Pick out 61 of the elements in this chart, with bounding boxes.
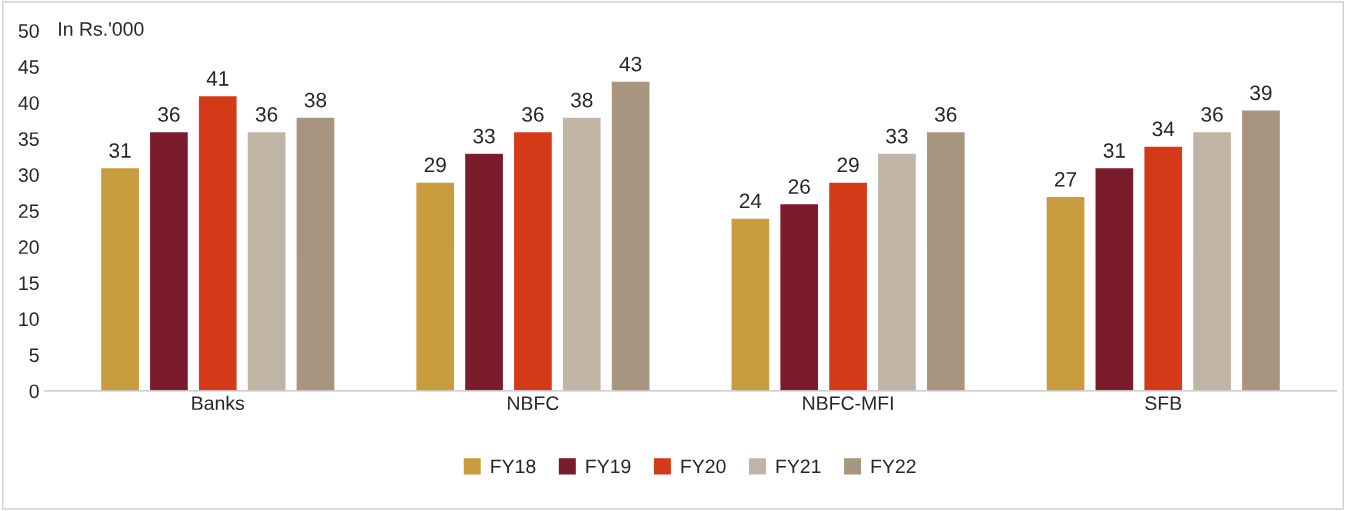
annotation: In Rs.'000: [59, 22, 144, 36]
bar: [610, 80, 651, 391]
y-tick-label: 30: [18, 168, 39, 182]
bar: [512, 130, 554, 391]
data-label: 27: [1055, 171, 1077, 187]
bar: [778, 202, 820, 391]
data-label: 34: [1152, 121, 1175, 137]
y-tick-label: 15: [19, 276, 39, 291]
data-label: 36: [522, 107, 544, 122]
y-tick-label: 40: [18, 96, 39, 110]
data-label: 33: [473, 128, 495, 144]
data-label: 38: [304, 92, 327, 108]
y-tick-label: 10: [19, 312, 39, 327]
legend-label: FY19: [586, 459, 631, 474]
bar: [463, 152, 505, 391]
y-tick-label: 0: [29, 384, 39, 399]
bar: [827, 181, 869, 391]
data-label: 33: [886, 128, 908, 144]
bar: [1094, 166, 1135, 391]
data-label: 29: [424, 157, 446, 173]
bar: [295, 116, 336, 391]
bar: [876, 152, 918, 391]
bar: [414, 181, 456, 391]
legend-label: FY20: [681, 459, 726, 474]
bar: [561, 116, 603, 391]
bar: [1045, 195, 1086, 391]
data-label: 39: [1250, 85, 1272, 101]
data-label: 26: [788, 179, 810, 194]
legend-label: FY21: [776, 459, 821, 474]
legend-label: FY18: [491, 459, 536, 474]
bar: [1143, 145, 1184, 391]
bar: [925, 130, 967, 391]
y-tick-label: 5: [29, 348, 39, 363]
y-tick-label: 20: [18, 240, 39, 255]
bar: [1240, 109, 1282, 391]
data-label: 36: [1201, 107, 1223, 122]
data-label: 38: [570, 92, 593, 108]
bar: [246, 130, 287, 391]
bar: [1191, 130, 1233, 391]
data-label: 43: [619, 56, 642, 72]
data-label: 36: [158, 107, 180, 122]
data-label: 36: [255, 107, 278, 122]
bar: [197, 94, 238, 391]
data-label: 31: [1103, 143, 1125, 158]
data-label: 31: [109, 143, 131, 158]
legend-label: FY22: [871, 459, 916, 474]
x-tick-label: NBFC-MFI: [803, 396, 893, 411]
y-tick-label: 50: [18, 24, 39, 38]
bar: [730, 217, 771, 391]
data-label: 29: [837, 157, 859, 173]
data-label: 36: [934, 107, 957, 122]
x-tick-label: NBFC: [508, 396, 559, 411]
bar: [99, 166, 141, 391]
y-tick-label: 45: [18, 60, 39, 74]
x-tick-label: Banks: [192, 395, 245, 411]
data-label: 24: [739, 193, 762, 209]
y-tick-label: 35: [18, 132, 39, 146]
bar: [148, 130, 190, 391]
y-tick-label: 25: [18, 204, 39, 219]
x-tick-label: SFB: [1145, 396, 1182, 411]
data-label: 41: [206, 71, 229, 86]
